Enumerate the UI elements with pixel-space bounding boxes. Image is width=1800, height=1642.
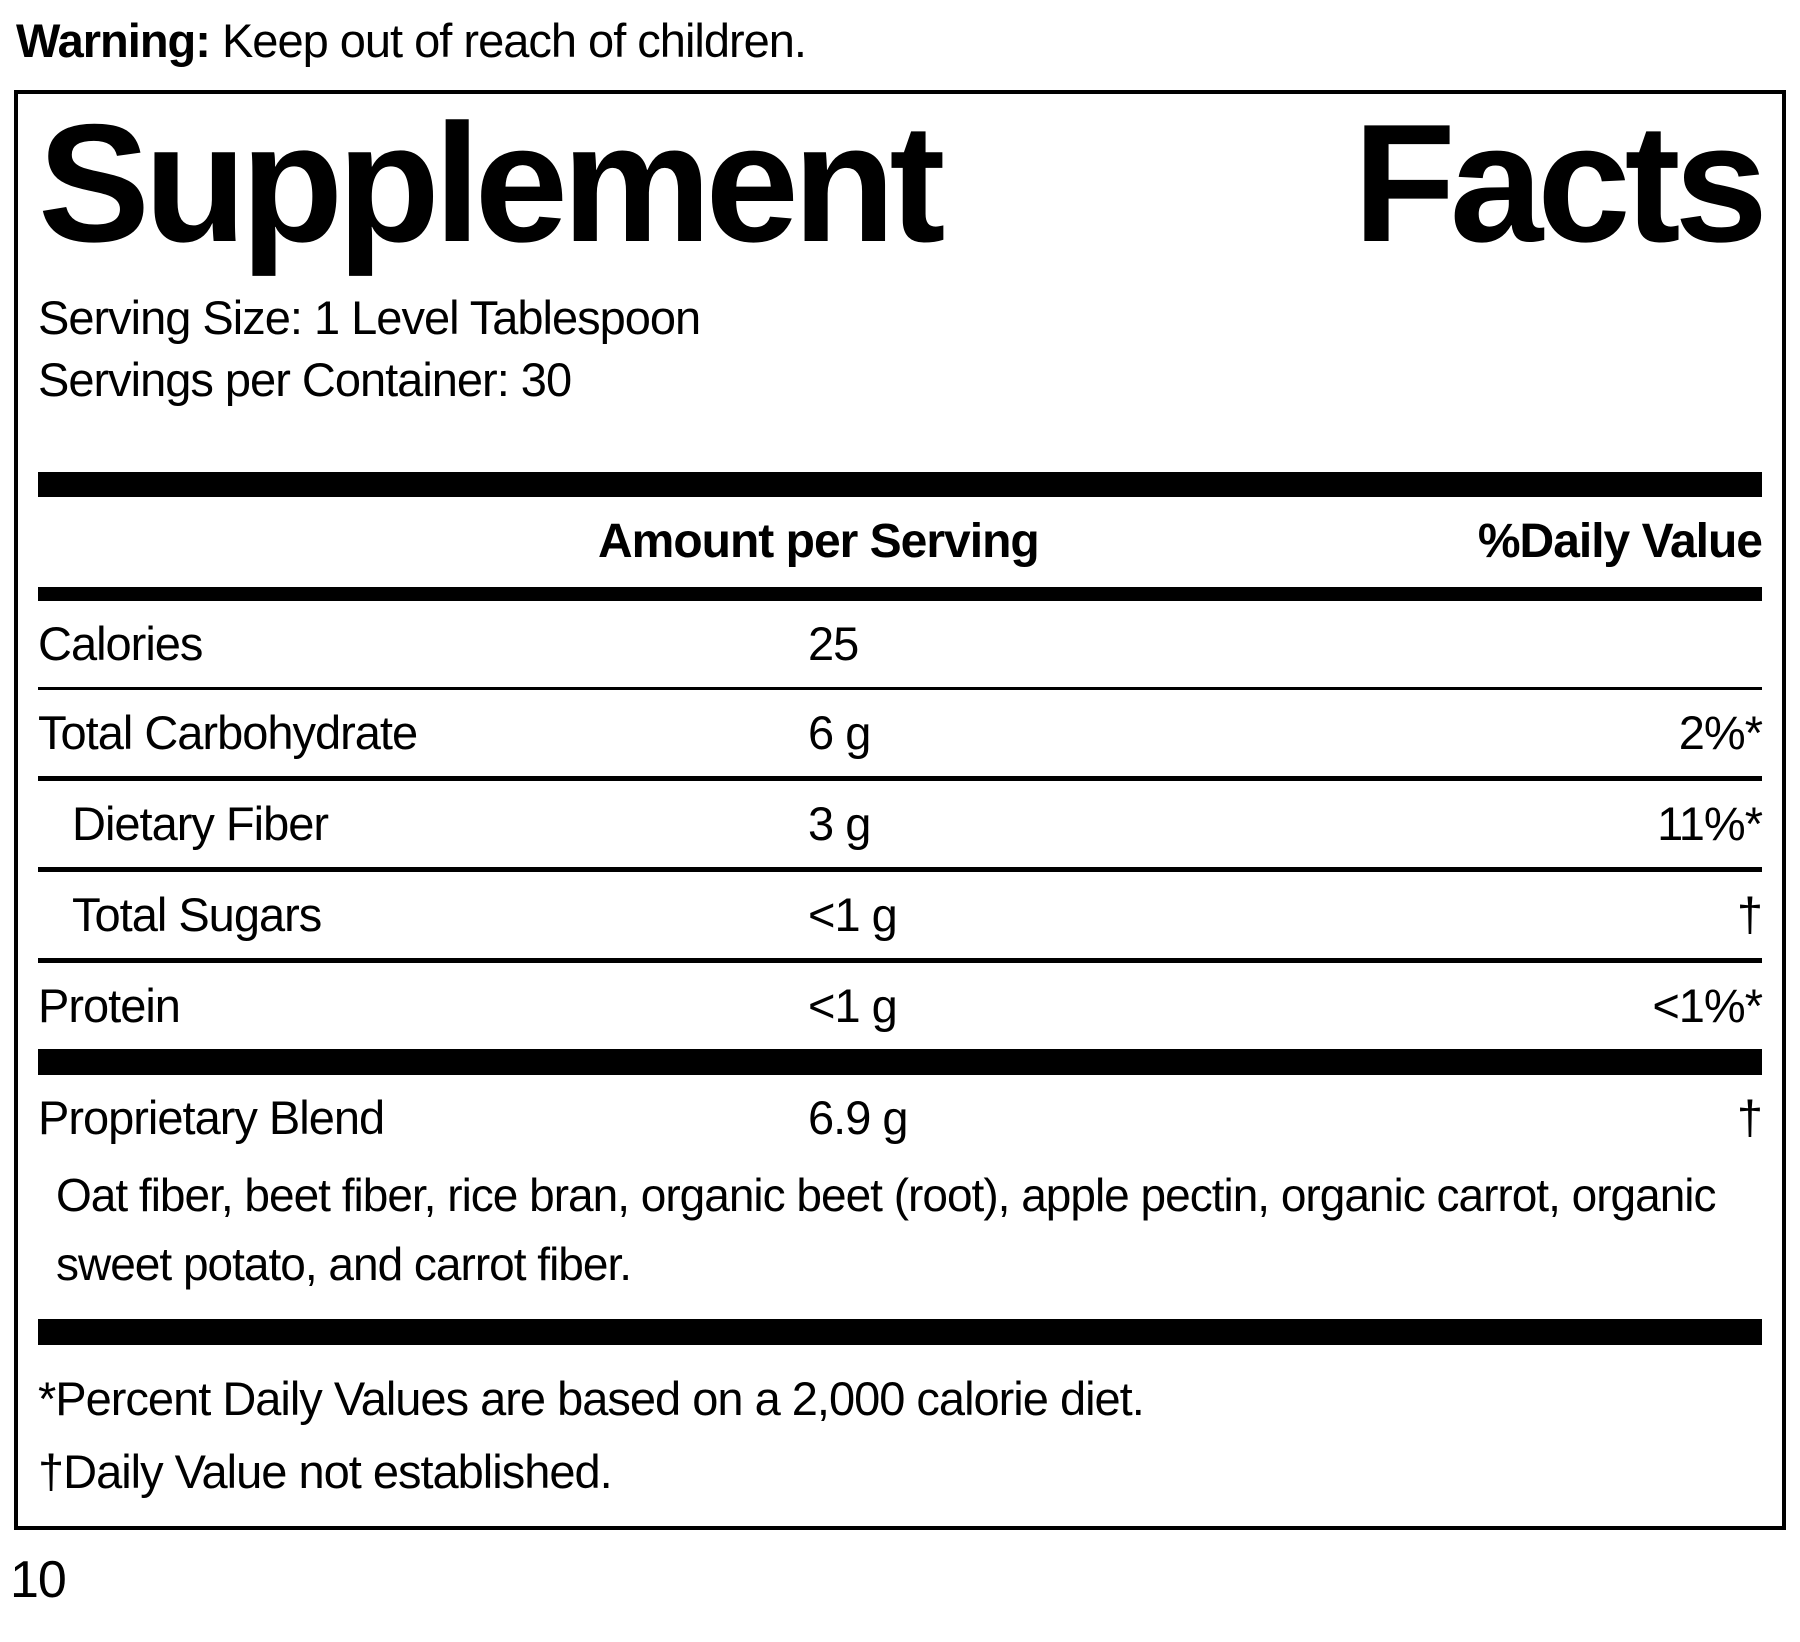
footnote-daily-values: *Percent Daily Values are based on a 2,0… [38, 1371, 1145, 1425]
supplement-facts-panel: Supplement Facts Serving Size: 1 Level T… [14, 89, 1786, 1531]
table-row-calories: Calories 25 [38, 601, 1762, 687]
nutrient-amount: 6.9 g [808, 1090, 909, 1144]
divider-bar-proprietary [38, 1048, 1762, 1075]
nutrient-name: Total Carbohydrate [38, 705, 418, 759]
proprietary-blend-ingredients: Oat fiber, beet fiber, rice bran, organi… [56, 1168, 1717, 1290]
nutrient-name: Dietary Fiber [72, 796, 329, 850]
table-row-proprietary-blend: Proprietary Blend 6.9 g † [38, 1075, 1763, 1161]
footnote-not-established: †Daily Value not established. [38, 1444, 613, 1498]
warning-line: Warning: Keep out of reach of children. [16, 14, 1800, 68]
nutrient-amount: <1 g [808, 978, 898, 1032]
nutrient-amount: 25 [808, 616, 859, 670]
nutrient-dv: † [1736, 887, 1763, 941]
serving-size: Serving Size: 1 Level Tablespoon [38, 290, 701, 344]
title-word-facts: Facts [1353, 89, 1768, 278]
warning-text: Keep out of reach of children. [221, 14, 807, 67]
servings-per-container: Servings per Container: 30 [38, 353, 572, 407]
nutrient-dv: <1%* [1652, 978, 1763, 1032]
nutrient-dv: 11%* [1657, 796, 1763, 850]
nutrient-amount: 3 g [808, 796, 871, 850]
table-row-total-carbohydrate: Total Carbohydrate 6 g 2%* [38, 686, 1763, 776]
footnotes: *Percent Daily Values are based on a 2,0… [38, 1363, 1762, 1509]
nutrient-name: Protein [38, 978, 181, 1032]
warning-label: Warning: [16, 14, 211, 67]
nutrient-name: Total Sugars [72, 887, 322, 941]
table-row-dietary-fiber: Dietary Fiber 3 g 11%* [38, 775, 1763, 867]
nutrient-dv: † [1736, 1090, 1763, 1144]
divider-bar-footnotes [38, 1318, 1762, 1345]
nutrient-dv: 2%* [1678, 705, 1763, 759]
panel-title: Supplement Facts [38, 89, 1768, 278]
table-row-total-sugars: Total Sugars <1 g † [38, 866, 1763, 958]
column-headers: Amount per Serving %Daily Value [38, 497, 1763, 587]
divider-bar-under-header [38, 586, 1762, 601]
nutrient-name: Proprietary Blend [38, 1090, 385, 1144]
daily-value-header: %Daily Value [1477, 514, 1763, 568]
serving-info: Serving Size: 1 Level Tablespoon Serving… [38, 287, 1762, 412]
amount-per-serving-header: Amount per Serving [598, 514, 1040, 568]
divider-bar-top [38, 471, 1762, 497]
table-row-protein: Protein <1 g <1%* [38, 957, 1763, 1049]
nutrient-amount: 6 g [808, 705, 871, 759]
nutrient-amount: <1 g [808, 887, 898, 941]
page-number: 10 [10, 1551, 67, 1610]
title-word-supplement: Supplement [38, 89, 945, 278]
nutrient-name: Calories [38, 616, 203, 670]
